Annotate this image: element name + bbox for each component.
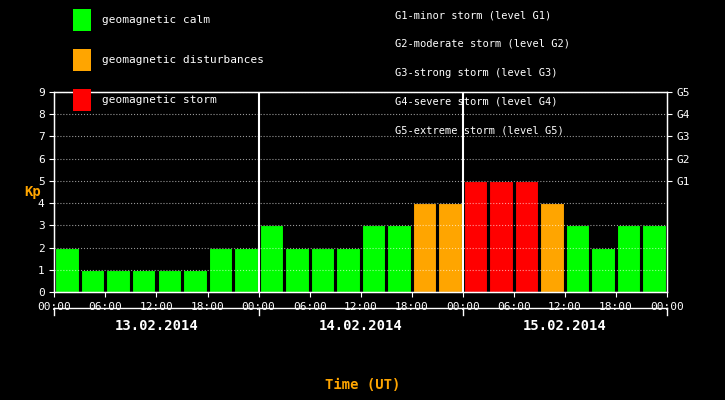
Bar: [515, 181, 539, 292]
Bar: [464, 181, 487, 292]
Bar: [310, 248, 334, 292]
Bar: [81, 270, 104, 292]
Bar: [387, 225, 411, 292]
Text: geomagnetic calm: geomagnetic calm: [102, 15, 210, 25]
Bar: [592, 248, 615, 292]
Bar: [566, 225, 589, 292]
Bar: [540, 203, 564, 292]
Text: 13.02.2014: 13.02.2014: [115, 319, 199, 333]
Text: G5-extreme storm (level G5): G5-extreme storm (level G5): [395, 125, 564, 135]
Bar: [642, 225, 666, 292]
Text: 14.02.2014: 14.02.2014: [319, 319, 402, 333]
Bar: [413, 203, 436, 292]
Text: geomagnetic disturbances: geomagnetic disturbances: [102, 55, 263, 65]
Bar: [107, 270, 130, 292]
Bar: [285, 248, 309, 292]
Bar: [336, 248, 360, 292]
Bar: [55, 248, 79, 292]
Y-axis label: Kp: Kp: [24, 185, 41, 199]
Text: G2-moderate storm (level G2): G2-moderate storm (level G2): [395, 39, 570, 49]
Text: geomagnetic storm: geomagnetic storm: [102, 95, 216, 105]
Bar: [617, 225, 640, 292]
Text: G3-strong storm (level G3): G3-strong storm (level G3): [395, 68, 558, 78]
Text: 15.02.2014: 15.02.2014: [523, 319, 607, 333]
Text: G1-minor storm (level G1): G1-minor storm (level G1): [395, 10, 552, 20]
Bar: [209, 248, 232, 292]
Bar: [489, 181, 513, 292]
Bar: [132, 270, 155, 292]
Bar: [362, 225, 385, 292]
Text: G4-severe storm (level G4): G4-severe storm (level G4): [395, 96, 558, 106]
Text: Time (UT): Time (UT): [325, 378, 400, 392]
Bar: [260, 225, 283, 292]
Bar: [183, 270, 207, 292]
Bar: [439, 203, 462, 292]
Bar: [234, 248, 257, 292]
Bar: [157, 270, 181, 292]
